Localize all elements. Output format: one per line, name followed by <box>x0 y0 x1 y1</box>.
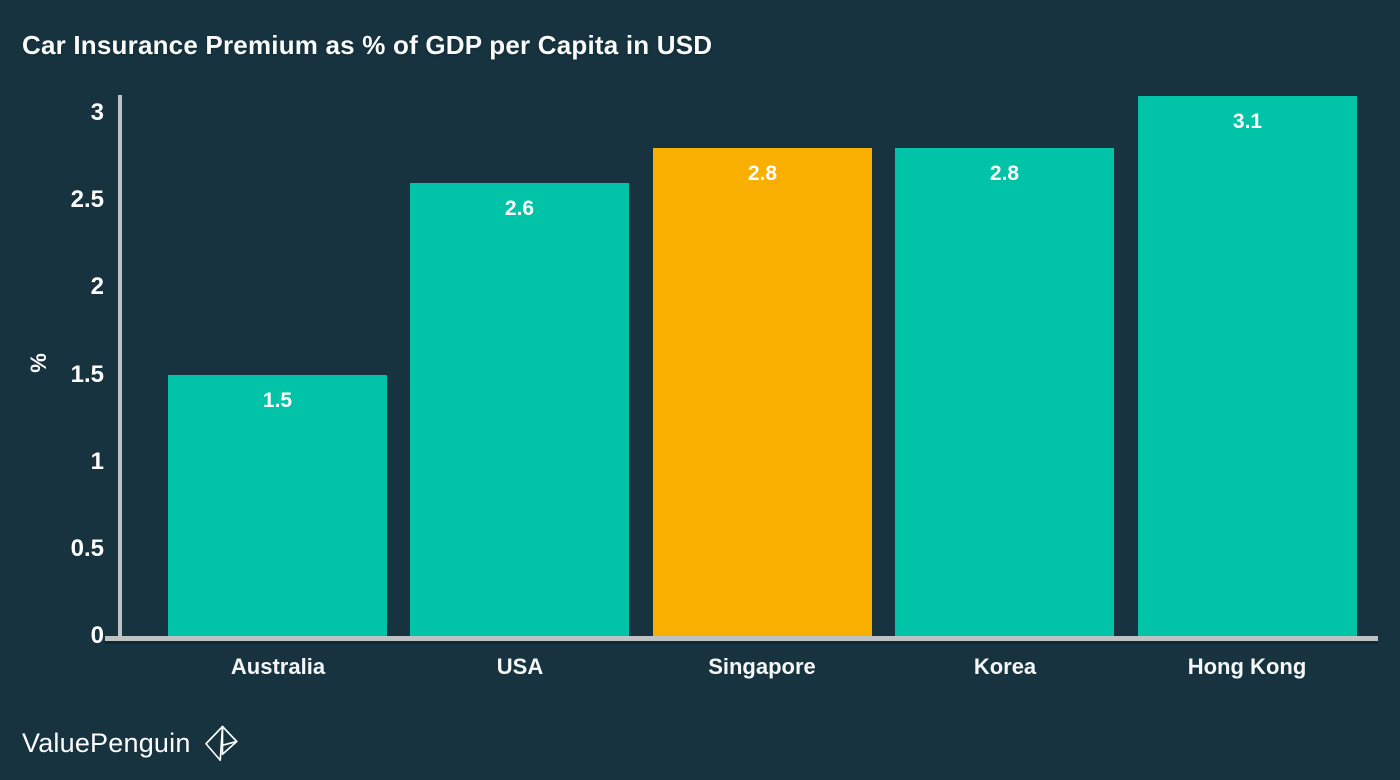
y-tick-label: 3 <box>90 99 104 127</box>
y-tick-label: 0 <box>90 622 104 649</box>
x-category-label-korea: Korea <box>973 654 1037 679</box>
bar-value-label: 2.6 <box>504 197 535 220</box>
bar-value-label: 1.5 <box>262 389 293 412</box>
y-tick-label: 2 <box>90 273 104 301</box>
bar-korea: 2.8 <box>895 148 1114 636</box>
x-axis-line <box>105 636 1378 641</box>
x-category-label-hong-kong: Hong Kong <box>1187 654 1307 679</box>
bar-value-label: 3.1 <box>1232 110 1263 133</box>
y-axis-line <box>118 95 122 636</box>
y-tick-label: 0.5 <box>70 534 104 562</box>
valuepenguin-logo-text: ValuePenguin <box>22 727 191 758</box>
valuepenguin-logo: ValuePenguin <box>22 722 239 764</box>
y-tick-label: 1 <box>90 447 104 475</box>
bar-singapore: 2.8 <box>653 148 872 636</box>
bar-usa: 2.6 <box>410 183 629 636</box>
y-tick-label: 2.5 <box>70 186 104 214</box>
bar-value-label: 2.8 <box>747 162 778 185</box>
origami-penguin-icon <box>203 722 239 764</box>
y-tick-label: 1.5 <box>70 360 104 388</box>
x-category-label-australia: Australia <box>230 654 326 679</box>
bar-australia: 1.5 <box>168 375 387 636</box>
bar-value-label: 2.8 <box>989 162 1020 185</box>
chart-title: Car Insurance Premium as % of GDP per Ca… <box>22 30 713 60</box>
x-category-label-singapore: Singapore <box>708 654 816 679</box>
bar-hong-kong: 3.1 <box>1138 96 1357 636</box>
x-category-label-usa: USA <box>496 654 544 679</box>
